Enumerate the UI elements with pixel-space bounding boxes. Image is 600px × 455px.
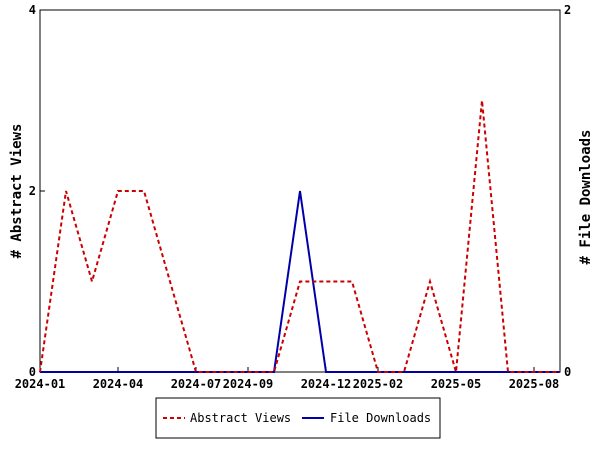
y-right-tick-label: 2	[564, 3, 571, 17]
x-tick-label: 2025-02	[353, 377, 404, 391]
x-tick-label: 2024-12	[301, 377, 352, 391]
legend-label-file-downloads: File Downloads	[330, 411, 431, 425]
y-left-tick-label: 0	[29, 365, 36, 379]
series-line-abstract-views	[39, 100, 560, 373]
x-tick-label: 2025-05	[431, 377, 482, 391]
x-tick-label: 2024-07	[171, 377, 222, 391]
legend-box	[155, 397, 441, 439]
ticks-layer: 2024-01 2024-04 2024-07 2024-09 2024-12 2025-…	[15, 3, 572, 391]
x-tick-label: 2024-04	[93, 377, 144, 391]
series-layer	[39, 100, 560, 373]
y-axis-left-title: # Abstract Views	[9, 124, 25, 259]
y-left-tick-label: 2	[29, 184, 36, 198]
x-tick-label: 2025-08	[509, 377, 560, 391]
series-line-file-downloads	[40, 190, 560, 373]
x-tick-label: 2024-09	[223, 377, 274, 391]
legend-label-abstract-views: Abstract Views	[190, 411, 291, 425]
legend: Abstract Views File Downloads	[155, 397, 441, 439]
x-tick-label: 2024-01	[15, 377, 66, 391]
y-right-tick-label: 0	[564, 365, 571, 379]
y-left-tick-label: 4	[29, 3, 36, 17]
y-axis-right-title: # File Downloads	[578, 130, 594, 265]
